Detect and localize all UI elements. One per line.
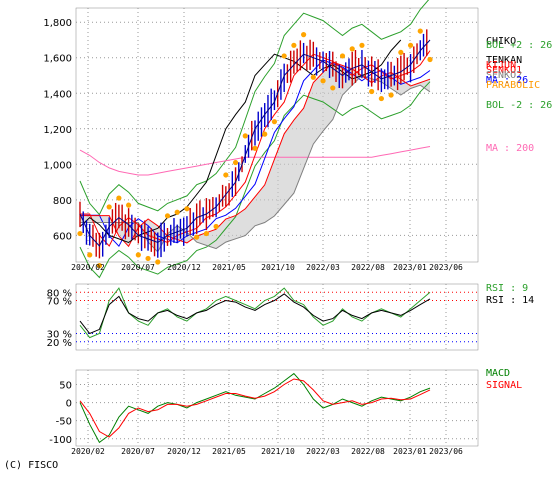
parabolic-dot — [184, 206, 190, 212]
rsi-legend-item: RSI : 14 — [486, 295, 534, 306]
parabolic-dot — [417, 28, 423, 34]
rsi-y-tick: 20 % — [47, 338, 72, 349]
macd-x-tick: 2020/12 — [167, 447, 201, 456]
price-legend-item: KIJUN — [486, 60, 516, 71]
macd-x-tick: 2023/01 — [393, 447, 427, 456]
macd-y-tick: -100 — [49, 435, 72, 446]
parabolic-dot — [398, 49, 404, 56]
macd-x-tick: 2021/05 — [212, 447, 246, 456]
price-x-tick: 2020/07 — [121, 263, 155, 272]
parabolic-dot — [388, 92, 394, 98]
rsi-y-tick: 80 % — [47, 288, 72, 299]
price-y-tick: 1,400 — [43, 89, 72, 100]
parabolic-dot — [164, 213, 171, 219]
price-x-tick: 2021/10 — [261, 263, 295, 272]
parabolic-dot — [310, 74, 316, 80]
parabolic-dot — [116, 195, 122, 201]
price-x-tick: 2020/12 — [167, 263, 201, 272]
macd-y-tick: -50 — [56, 417, 72, 428]
price-y-tick: 1,000 — [43, 160, 72, 171]
price-legend-item: BOL +2 : 26 — [486, 40, 552, 51]
macd-x-tick: 2023/06 — [429, 447, 463, 456]
signal-line — [79, 378, 431, 438]
macd-x-tick: 2022/08 — [351, 447, 385, 456]
parabolic-dot — [281, 53, 287, 59]
price-y-tick: 800 — [53, 196, 72, 207]
parabolic-dot — [271, 119, 278, 125]
bollinger-lower-band — [79, 81, 431, 279]
parabolic-dot — [339, 53, 346, 59]
rsi-y-tick: 70 % — [47, 297, 72, 308]
price-panel-frame — [75, 7, 479, 263]
parabolic-dot — [145, 255, 151, 262]
macd-panel-frame — [75, 369, 479, 447]
price-y-tick: 1,200 — [43, 125, 72, 136]
parabolic-dot — [203, 230, 209, 237]
price-legend-item: MA : 26 — [486, 75, 528, 86]
rsi-panel-frame — [75, 283, 479, 351]
macd-legend-item: SIGNAL — [486, 380, 522, 391]
parabolic-dot — [427, 56, 433, 63]
parabolic-dot — [242, 133, 248, 139]
parabolic-dot — [301, 32, 307, 38]
parabolic-dot — [291, 42, 297, 48]
parabolic-dot — [194, 234, 200, 240]
price-y-tick: 600 — [53, 231, 72, 242]
parabolic-dot — [407, 42, 414, 48]
copyright-footer: (C) FISCO — [4, 460, 59, 471]
parabolic-dot — [155, 259, 161, 265]
price-y-tick: 1,800 — [43, 18, 72, 29]
parabolic-dot — [359, 42, 365, 48]
macd-x-tick: 2021/10 — [261, 447, 295, 456]
price-y-tick: 1,600 — [43, 54, 72, 65]
price-legend-item: MA : 200 — [486, 143, 534, 154]
parabolic-dot — [96, 262, 103, 269]
chiko-line — [79, 39, 402, 244]
price-legend-item: CHIKO — [486, 36, 516, 47]
bollinger-upper-band — [79, 0, 430, 216]
price-x-tick: 2020/02 — [71, 263, 105, 272]
parabolic-dot — [232, 159, 239, 166]
rsi-legend-item: RSI : 9 — [486, 283, 528, 294]
macd-x-tick: 2022/03 — [306, 447, 340, 456]
price-x-tick: 2022/08 — [351, 263, 385, 272]
parabolic-dot — [349, 46, 355, 52]
rsi-9-line — [79, 287, 431, 339]
price-x-tick: 2021/05 — [212, 263, 246, 272]
rsi-y-tick: 30 % — [47, 330, 72, 341]
ma-200-line — [79, 146, 431, 176]
macd-line — [79, 372, 431, 444]
price-x-tick: 2022/03 — [306, 263, 340, 272]
price-x-tick: 2023/01 — [393, 263, 427, 272]
price-legend-item: SENKO1 — [486, 65, 522, 76]
macd-y-tick: 0 — [66, 399, 72, 410]
parabolic-dot — [252, 145, 258, 151]
parabolic-dot — [174, 209, 180, 215]
parabolic-dot — [262, 131, 268, 137]
parabolic-dot — [330, 85, 336, 91]
price-legend-item: PARABOLIC — [486, 80, 540, 91]
price-x-tick: 2023/06 — [429, 263, 463, 272]
rsi-14-line — [79, 293, 431, 335]
parabolic-dot — [369, 88, 375, 95]
parabolic-dot — [87, 252, 93, 258]
parabolic-dot — [320, 78, 326, 84]
parabolic-dot — [223, 172, 229, 178]
parabolic-dot — [77, 230, 83, 237]
price-legend-item: BOL -2 : 26 — [486, 100, 552, 111]
parabolic-dot — [378, 95, 384, 102]
macd-x-tick: 2020/07 — [121, 447, 155, 456]
price-legend-item: SENKO2 — [486, 70, 522, 81]
parabolic-dot — [135, 252, 141, 258]
close-price-line — [79, 39, 431, 247]
macd-legend-item: MACD — [486, 368, 510, 379]
macd-x-tick: 2020/02 — [71, 447, 105, 456]
parabolic-dot — [213, 223, 219, 230]
macd-y-tick: 50 — [59, 380, 72, 391]
parabolic-dot — [106, 204, 112, 210]
parabolic-dot — [126, 202, 132, 208]
price-legend-item: TENKAN — [486, 55, 522, 66]
